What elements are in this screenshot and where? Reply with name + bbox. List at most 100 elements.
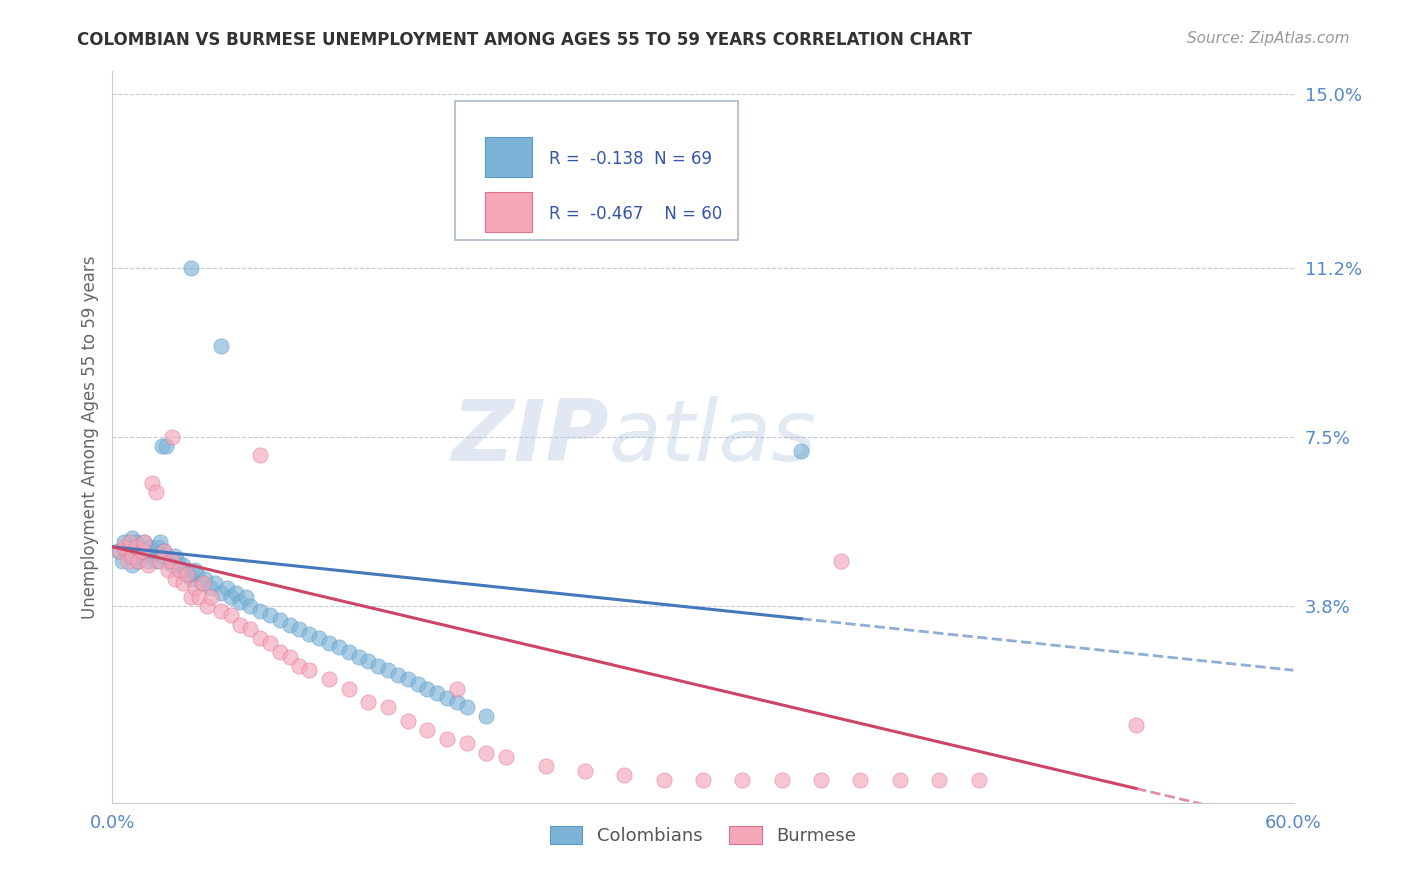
Point [111,553,134,567]
Point [160,553,183,567]
Point [967,772,990,787]
Point [367,658,389,673]
Point [141,475,163,490]
Point [120,549,142,563]
Point [121,531,143,545]
Text: COLOMBIAN VS BURMESE UNEMPLOYMENT AMONG AGES 55 TO 59 YEARS CORRELATION CHART: COLOMBIAN VS BURMESE UNEMPLOYMENT AMONG … [77,31,973,49]
Point [184,563,207,577]
Point [146,540,169,554]
Point [115,544,138,558]
Point [125,540,148,554]
Point [416,723,439,737]
Point [318,673,340,687]
Point [652,772,675,787]
Point [328,640,350,655]
Point [446,681,468,696]
Point [278,617,301,632]
Point [160,430,183,444]
Text: atlas: atlas [609,395,817,479]
Point [219,590,242,604]
Point [176,567,198,582]
Point [166,553,188,567]
Point [288,658,311,673]
Point [239,622,262,636]
Point [456,736,478,750]
Point [288,622,311,636]
Point [219,608,242,623]
Point [165,572,187,586]
Point [229,594,252,608]
Point [180,572,202,586]
Point [112,535,135,549]
Point [132,535,155,549]
Point [249,449,271,463]
Text: R =  -0.467    N = 60: R = -0.467 N = 60 [550,205,723,223]
Point [475,709,498,723]
Point [534,759,557,773]
Point [145,553,167,567]
Point [117,553,139,567]
Point [172,558,194,573]
Point [406,677,429,691]
Point [810,772,832,787]
Point [249,604,271,618]
Point [120,535,142,549]
Point [145,485,167,500]
Legend: Colombians, Burmese: Colombians, Burmese [543,819,863,852]
Point [122,544,145,558]
Point [127,553,149,567]
Point [142,544,165,558]
Point [141,549,163,563]
Point [127,553,149,567]
Point [574,764,596,778]
Point [225,585,247,599]
Point [790,443,813,458]
Point [692,772,714,787]
Point [112,540,135,554]
Point [436,731,458,746]
Point [347,649,370,664]
Point [136,553,159,567]
Point [176,567,198,582]
Point [426,686,449,700]
Point [731,772,754,787]
FancyBboxPatch shape [456,101,738,240]
Point [195,599,218,614]
Point [172,576,194,591]
Point [160,558,183,573]
Point [180,260,202,275]
Point [152,544,174,558]
Point [278,649,301,664]
Point [152,544,174,558]
Point [269,645,291,659]
Point [169,563,191,577]
Point [308,632,330,646]
Point [110,544,132,558]
Point [184,581,207,595]
Point [191,576,214,591]
Point [235,590,257,604]
Point [436,690,458,705]
Point [139,540,162,554]
Point [446,695,468,709]
Point [180,590,202,604]
Point [200,590,222,604]
Point [129,540,152,554]
Point [259,608,281,623]
Point [377,663,399,677]
Point [209,585,232,599]
Point [229,617,252,632]
Point [190,576,212,591]
Point [357,695,380,709]
Point [200,581,222,595]
Point [165,549,187,563]
Point [387,667,409,682]
Text: Source: ZipAtlas.com: Source: ZipAtlas.com [1187,31,1350,46]
Point [204,576,226,591]
Point [337,645,360,659]
FancyBboxPatch shape [485,137,531,178]
Point [377,699,399,714]
Point [121,558,143,573]
Point [830,553,852,567]
Y-axis label: Unemployment Among Ages 55 to 59 years: Unemployment Among Ages 55 to 59 years [80,255,98,619]
